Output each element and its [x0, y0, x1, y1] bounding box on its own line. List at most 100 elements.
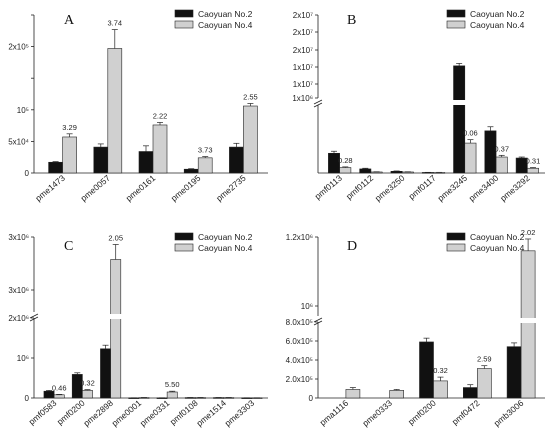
bar-caoyuan-no4: [389, 390, 405, 399]
panel-letter: C: [64, 239, 73, 254]
legend-swatch-caoyuan-no2: [446, 9, 466, 18]
legend-label-caoyuan-no4: Caoyuan No.4: [470, 20, 525, 30]
bar-caoyuan-no2: [390, 171, 403, 174]
panel-letter: B: [347, 13, 356, 28]
panel-a: A 0 5x10⁴ 10⁵ 2x10⁵ 3.29 pme1473 3.74 pme0057 2.2…: [8, 9, 268, 203]
bar-break-gap: [109, 314, 122, 319]
legend-label-caoyuan-no4: Caoyuan No.4: [198, 243, 253, 253]
bar-caoyuan-no4: [520, 250, 536, 399]
data-label: 0.37: [494, 144, 509, 153]
bar-break-gap: [520, 318, 537, 323]
axis-break-mark: [313, 317, 323, 323]
y-tick-label: 8.0x10⁵: [286, 318, 313, 327]
data-label: 0.31: [526, 157, 541, 166]
bar-caoyuan-no4: [152, 124, 168, 174]
y-tick-label: 2x10⁷: [293, 46, 313, 55]
category-label: pme2735: [214, 173, 248, 204]
y-tick-label: 2.0x10⁵: [286, 375, 313, 384]
y-tick-label: 10⁶: [17, 354, 29, 363]
category-label: pme1514: [194, 398, 228, 429]
bar-caoyuan-no4: [82, 390, 93, 399]
bar-caoyuan-no2: [100, 348, 111, 399]
y-tick-label: 1.2x10⁶: [286, 233, 313, 242]
y-tick-label: 4.0x10⁵: [286, 356, 313, 365]
axis-break-mark: [313, 99, 323, 105]
category-label: pmf0113: [313, 173, 344, 202]
legend-swatch-caoyuan-no4: [174, 20, 194, 29]
bar-caoyuan-no4: [243, 105, 258, 174]
data-label: 2.02: [521, 228, 536, 237]
y-tick-label: 3x10⁶: [8, 233, 29, 242]
bar-caoyuan-no2: [359, 168, 372, 174]
category-label: pmf0472: [450, 398, 482, 427]
bar-caoyuan-no4: [62, 136, 77, 174]
bar-caoyuan-no2: [419, 341, 434, 399]
bar-caoyuan-no2: [453, 65, 466, 174]
bar-caoyuan-no4: [433, 380, 448, 399]
data-label: 0.06: [463, 129, 478, 138]
panel-b: B 1x10⁶ 1x10⁷ 1x10⁷ 2x10⁷ 2x10⁷ 2x10⁷ 0.28 pmf01…: [292, 9, 545, 203]
category-label: pme3303: [223, 398, 257, 429]
bar-caoyuan-no4: [197, 157, 213, 174]
category-label: pme0161: [124, 173, 158, 204]
bar-break-gap: [452, 100, 466, 105]
legend-label-caoyuan-no2: Caoyuan No.2: [470, 232, 525, 242]
data-label: 3.29: [62, 123, 77, 132]
bar-caoyuan-no4: [401, 171, 414, 174]
panel-c: C010⁶2x10⁶3x10⁶3x10⁶0.46pmf05830.32pmf02…: [8, 232, 268, 428]
bar-caoyuan-no4: [53, 394, 65, 399]
data-label: 0.32: [80, 379, 95, 388]
legend-swatch-caoyuan-no4: [446, 20, 466, 29]
category-label: pme2898: [81, 398, 115, 429]
legend-label-caoyuan-no2: Caoyuan No.2: [198, 232, 253, 242]
category-label: pmf0112: [344, 173, 375, 202]
category-label: pme3245: [435, 173, 469, 204]
data-label: 5.50: [165, 380, 180, 389]
category-label: pme3292: [498, 173, 532, 204]
y-tick-label: 2x10⁷: [293, 11, 313, 20]
legend-label-caoyuan-no4: Caoyuan No.4: [198, 20, 253, 30]
data-label: 2.22: [153, 111, 168, 120]
y-tick-label: 1x10⁶: [292, 94, 313, 103]
bar-caoyuan-no4: [495, 156, 508, 174]
y-tick-label: 1x10⁷: [293, 80, 313, 89]
category-label: pmf0200: [406, 398, 438, 427]
category-label: pme0195: [169, 173, 203, 204]
axis-break-mark: [313, 320, 323, 326]
category-label: pme3250: [373, 173, 407, 204]
bar-caoyuan-no2: [138, 151, 154, 174]
y-tick-label: 0: [25, 169, 30, 178]
category-label: pme0057: [78, 173, 112, 204]
data-label: 0.46: [52, 383, 67, 392]
y-tick-label: 2x10⁵: [8, 43, 29, 52]
bar-caoyuan-no4: [339, 167, 352, 174]
legend-label-caoyuan-no2: Caoyuan No.2: [470, 9, 525, 19]
category-label: pmb3006: [492, 398, 526, 429]
category-label: pme3400: [467, 173, 501, 204]
y-tick-label: 0: [25, 394, 30, 403]
y-tick-label: 10⁵: [17, 106, 29, 115]
bar-caoyuan-no4: [464, 142, 477, 174]
data-label: 2.05: [108, 234, 123, 243]
bar-caoyuan-no4: [166, 391, 178, 399]
category-label: pma1116: [318, 398, 351, 428]
legend-swatch-caoyuan-no2: [174, 9, 194, 18]
legend-label-caoyuan-no2: Caoyuan No.2: [198, 9, 253, 19]
panel-d: D 0 2.0x10⁵ 4.0x10⁵ 6.0x10⁵ 8.0x10⁵ 10⁶ 1.2x10⁶…: [286, 228, 545, 428]
bar-caoyuan-no2: [48, 161, 63, 174]
data-label: 0.28: [338, 156, 353, 165]
data-label: 2.59: [477, 355, 492, 364]
category-label: pme0001: [110, 398, 144, 429]
y-tick-label: 6.0x10⁵: [286, 337, 313, 346]
data-label: 0.32: [433, 366, 448, 375]
panel-letter: A: [64, 13, 75, 28]
category-label: pme0333: [360, 398, 394, 429]
axis-break-mark: [29, 313, 39, 319]
y-tick-label: 10⁶: [301, 302, 313, 311]
legend-swatch-caoyuan-no2: [174, 232, 194, 241]
bar-caoyuan-no4: [345, 389, 361, 399]
bar-caoyuan-no4: [107, 48, 123, 174]
category-label: pmf0583: [27, 398, 59, 427]
panel-letter: D: [347, 239, 357, 254]
